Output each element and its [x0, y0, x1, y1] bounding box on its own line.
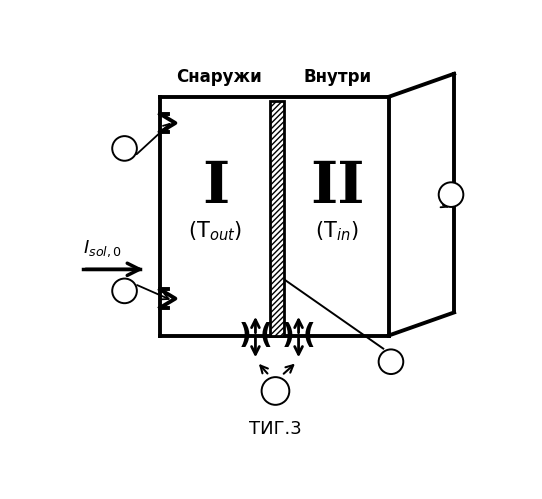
Text: I$_{sol,0}$: I$_{sol,0}$ [83, 238, 122, 259]
Text: (T$_{in}$): (T$_{in}$) [315, 219, 359, 243]
Text: (: ( [303, 321, 316, 349]
Text: II: II [310, 159, 364, 215]
Text: Внутри: Внутри [303, 68, 371, 86]
Circle shape [438, 182, 463, 207]
Text: (T$_{out}$): (T$_{out}$) [189, 219, 242, 243]
Text: III: III [270, 385, 281, 398]
Text: IV: IV [119, 142, 131, 155]
Text: ): ) [281, 321, 294, 349]
Circle shape [379, 349, 403, 374]
Circle shape [112, 278, 137, 303]
Bar [270, 101, 284, 335]
Text: 10: 10 [383, 355, 399, 368]
Text: ): ) [238, 321, 251, 349]
Circle shape [112, 136, 137, 161]
Text: IV: IV [445, 188, 457, 201]
Text: (: ( [260, 321, 273, 349]
Text: Снаружи: Снаружи [176, 68, 262, 86]
Text: I: I [202, 159, 229, 215]
Text: ΤИГ.3: ΤИГ.3 [249, 421, 302, 439]
Text: IV: IV [119, 284, 131, 297]
Circle shape [262, 377, 289, 405]
